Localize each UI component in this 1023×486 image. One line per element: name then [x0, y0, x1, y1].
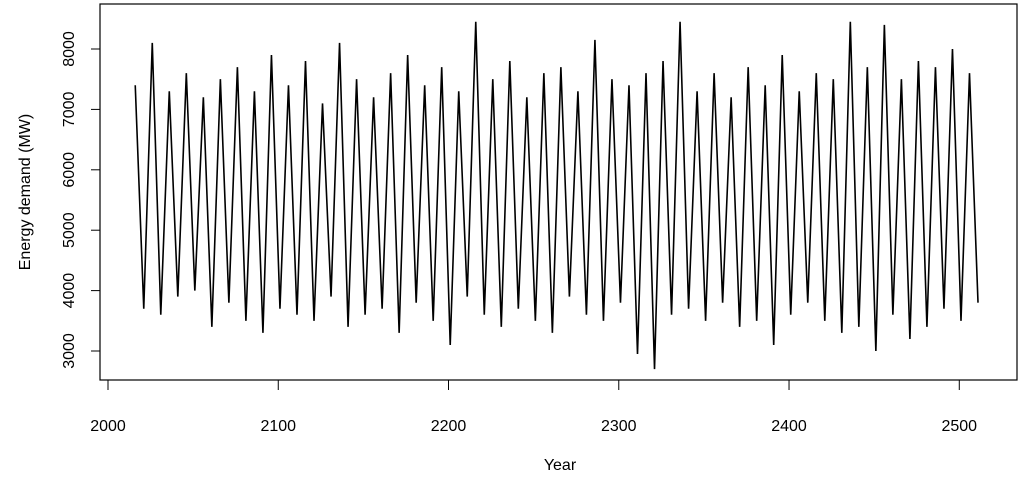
- y-tick-label: 4000: [61, 273, 78, 309]
- x-axis-label: Year: [544, 457, 577, 474]
- y-tick-label: 3000: [61, 333, 78, 369]
- y-tick-label: 5000: [61, 212, 78, 248]
- x-tick-label: 2000: [90, 418, 126, 435]
- y-axis-label: Energy demand (MW): [17, 114, 34, 271]
- x-tick-label: 2200: [431, 418, 467, 435]
- y-tick-label: 7000: [61, 92, 78, 128]
- x-tick-label: 2300: [601, 418, 637, 435]
- x-tick-label: 2400: [771, 418, 807, 435]
- data-line: [134, 21, 979, 370]
- y-tick-label: 8000: [61, 31, 78, 67]
- x-tick-label: 2500: [941, 418, 977, 435]
- x-tick-label: 2100: [260, 418, 296, 435]
- y-tick-label: 6000: [61, 152, 78, 188]
